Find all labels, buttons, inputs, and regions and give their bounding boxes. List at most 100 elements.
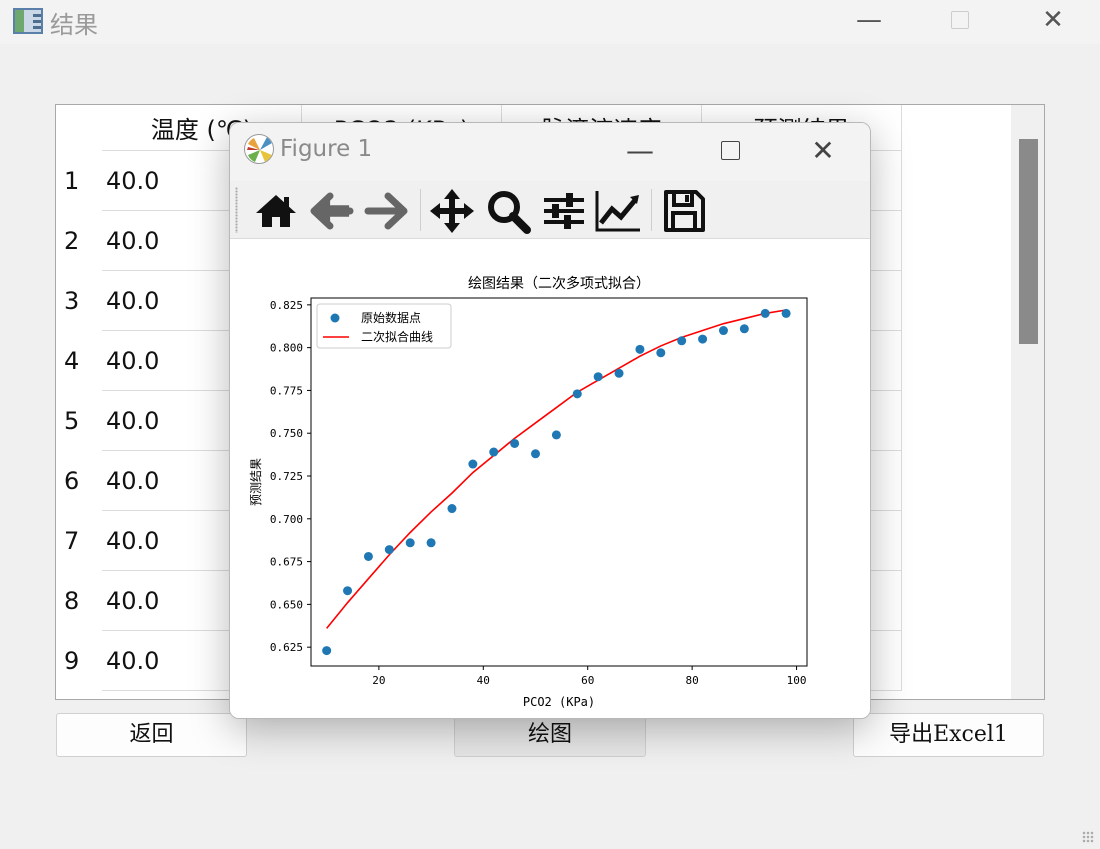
data-point — [781, 308, 791, 318]
data-point — [363, 551, 373, 561]
row-header[interactable]: 8 — [64, 587, 80, 615]
zoom-button[interactable] — [484, 187, 532, 235]
row-header[interactable]: 6 — [64, 467, 80, 495]
minimize-icon: — — [856, 5, 882, 35]
row-header[interactable]: 9 — [64, 647, 80, 675]
y-tick-label: 0.625 — [270, 641, 303, 654]
table-cell-temperature[interactable]: 40.0 — [102, 631, 302, 691]
pan-icon — [430, 189, 474, 233]
legend-marker-scatter — [330, 313, 340, 323]
chart-svg[interactable]: 绘图结果（二次多项式拟合） PCO2 (KPa) 预测结果 20 40 60 80 100 0.… — [230, 240, 870, 718]
back-arrow-icon — [310, 192, 354, 230]
y-tick-label: 0.800 — [270, 342, 303, 355]
x-tick-label: 80 — [686, 674, 699, 687]
data-point — [510, 438, 520, 448]
figure-minimize-button[interactable]: — — [618, 131, 662, 171]
app-icon — [13, 8, 43, 34]
legend-label: 原始数据点 — [361, 310, 421, 325]
back-button[interactable]: 返回 — [56, 713, 247, 757]
table-cell-temperature[interactable]: 40.0 — [102, 571, 302, 631]
y-tick-label: 0.675 — [270, 556, 303, 569]
row-header[interactable]: 4 — [64, 347, 80, 375]
data-point — [343, 586, 353, 596]
data-point — [698, 334, 708, 344]
save-button[interactable] — [660, 187, 708, 235]
row-header[interactable]: 1 — [64, 167, 80, 195]
plot-button[interactable]: 绘图 — [454, 713, 646, 757]
y-tick-label: 0.825 — [270, 299, 303, 312]
export-excel-button[interactable]: 导出Excel1 — [853, 713, 1044, 757]
forward-tool-button[interactable] — [362, 187, 410, 235]
close-button[interactable]: ✕ — [1033, 4, 1073, 36]
data-point — [384, 545, 394, 555]
row-header[interactable]: 3 — [64, 287, 80, 315]
y-axis-label: 预测结果 — [249, 458, 263, 506]
y-tick-label: 0.750 — [270, 427, 303, 440]
y-tick-label: 0.700 — [270, 513, 303, 526]
back-tool-button[interactable] — [308, 187, 356, 235]
save-icon — [664, 190, 705, 232]
main-titlebar: 结果 — ✕ — [0, 0, 1100, 44]
table-cell-temperature[interactable]: 40.0 — [102, 331, 302, 391]
home-button[interactable] — [252, 187, 300, 235]
data-point — [531, 449, 541, 459]
close-icon: ✕ — [1042, 5, 1064, 35]
figure-close-button[interactable]: ✕ — [801, 131, 845, 171]
maximize-icon — [720, 141, 740, 160]
configure-subplots-button[interactable] — [540, 187, 588, 235]
x-tick-label: 20 — [372, 674, 385, 687]
data-point — [760, 308, 770, 318]
minimize-button[interactable]: — — [849, 4, 889, 36]
maximize-icon — [951, 11, 969, 29]
figure-maximize-button[interactable] — [708, 131, 752, 171]
home-icon — [256, 195, 296, 227]
edit-axis-icon — [595, 191, 640, 232]
table-cell-temperature[interactable]: 40.0 — [102, 151, 302, 211]
toolbar-separator — [420, 189, 421, 231]
fit-curve-line — [326, 309, 787, 629]
resize-grip-icon[interactable] — [1082, 831, 1094, 843]
toolbar-handle[interactable] — [235, 187, 238, 233]
data-point — [635, 344, 645, 354]
row-header[interactable]: 7 — [64, 527, 80, 555]
plot-canvas[interactable]: 绘图结果（二次多项式拟合） PCO2 (KPa) 预测结果 20 40 60 80 100 0.… — [230, 240, 870, 718]
figure-toolbar — [230, 181, 870, 239]
table-cell-temperature[interactable]: 40.0 — [102, 511, 302, 571]
x-tick-label: 40 — [477, 674, 490, 687]
toolbar-separator — [651, 189, 652, 231]
x-axis-label: PCO2 (KPa) — [523, 695, 595, 709]
row-header[interactable]: 2 — [64, 227, 80, 255]
y-tick-label: 0.725 — [270, 470, 303, 483]
y-tick-label: 0.775 — [270, 384, 303, 397]
data-point — [551, 430, 561, 440]
figure-title: Figure 1 — [280, 136, 373, 162]
data-point — [426, 538, 436, 548]
matplotlib-logo-icon — [244, 134, 274, 164]
data-point — [322, 646, 332, 656]
data-point — [593, 372, 603, 382]
data-point — [489, 447, 499, 457]
x-tick-label: 60 — [581, 674, 594, 687]
y-tick-label: 0.650 — [270, 598, 303, 611]
legend-label: 二次拟合曲线 — [361, 329, 433, 344]
data-point — [405, 538, 415, 548]
data-point — [718, 326, 728, 336]
row-header[interactable]: 5 — [64, 407, 80, 435]
zoom-icon — [488, 191, 531, 234]
minimize-icon: — — [626, 134, 654, 167]
data-point — [677, 336, 687, 346]
table-scrollbar-thumb[interactable] — [1019, 139, 1038, 344]
data-point — [739, 324, 749, 334]
pan-button[interactable] — [428, 187, 476, 235]
x-tick-label: 100 — [787, 674, 807, 687]
axes-frame — [310, 297, 808, 667]
table-cell-temperature[interactable]: 40.0 — [102, 211, 302, 271]
maximize-button[interactable] — [940, 4, 980, 37]
figure-titlebar[interactable]: Figure 1 — ✕ — [230, 123, 870, 181]
table-corner[interactable] — [56, 105, 102, 151]
edit-axis-button[interactable] — [594, 187, 642, 235]
data-point — [656, 348, 666, 358]
figure-window[interactable]: Figure 1 — ✕ — [229, 122, 871, 719]
close-icon: ✕ — [811, 134, 835, 167]
data-point — [614, 368, 624, 378]
